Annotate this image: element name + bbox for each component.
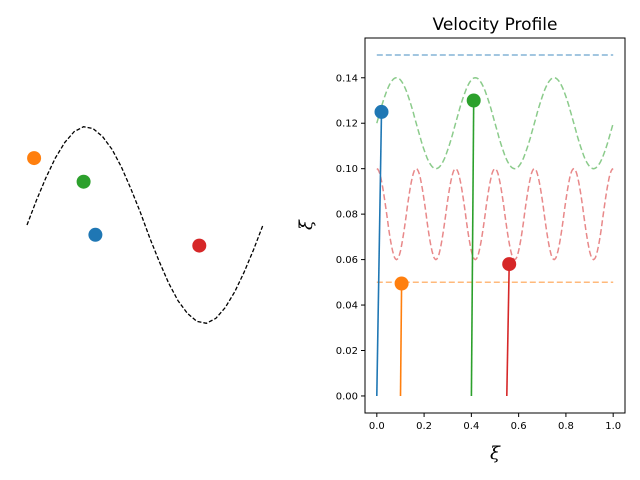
y-tick-label: 0.04 <box>336 301 358 312</box>
velocity-marker-1 <box>374 104 389 119</box>
y-tick-label: 0.06 <box>336 255 358 266</box>
y-tick-label: 0.00 <box>336 391 358 402</box>
velocity-line-1 <box>376 111 383 397</box>
right-axes-frame <box>364 37 626 414</box>
reference-curve-3 <box>376 167 614 261</box>
velocity-line-4 <box>506 264 510 397</box>
particle-point-1 <box>27 151 42 166</box>
x-tick-label: 0.2 <box>416 421 432 432</box>
y-tick-label: 0.10 <box>336 164 358 175</box>
x-tick-label: 1.0 <box>605 421 621 432</box>
reference-curve-2 <box>376 77 614 170</box>
x-tick-label: 0.6 <box>511 421 527 432</box>
particle-point-4 <box>192 238 207 253</box>
particle-point-3 <box>88 227 103 242</box>
left-panel <box>26 126 264 324</box>
x-tick-label: 0.4 <box>463 421 479 432</box>
y-tick-label: 0.14 <box>336 73 358 84</box>
velocity-marker-4 <box>502 257 517 272</box>
x-tick-label: 0.8 <box>558 421 574 432</box>
velocity-marker-2 <box>394 276 409 291</box>
velocity-line-2 <box>399 283 403 397</box>
trajectory-curve <box>26 126 264 324</box>
particle-point-2 <box>76 174 91 189</box>
y-tick-label: 0.02 <box>336 346 358 357</box>
chart-title: Velocity Profile <box>433 15 558 35</box>
y-tick-label: 0.12 <box>336 119 358 130</box>
x-tick-label: 0.0 <box>369 421 385 432</box>
y-axis-label: ξ̇ <box>296 219 317 230</box>
velocity-marker-3 <box>466 93 481 108</box>
x-axis-label: ξ <box>490 443 501 464</box>
y-tick-label: 0.08 <box>336 210 358 221</box>
right-panel: Velocity Profile ξ ξ̇ 0.0 0.2 0.4 0.6 0.8 1.0… <box>296 15 626 464</box>
velocity-line-3 <box>470 100 475 397</box>
